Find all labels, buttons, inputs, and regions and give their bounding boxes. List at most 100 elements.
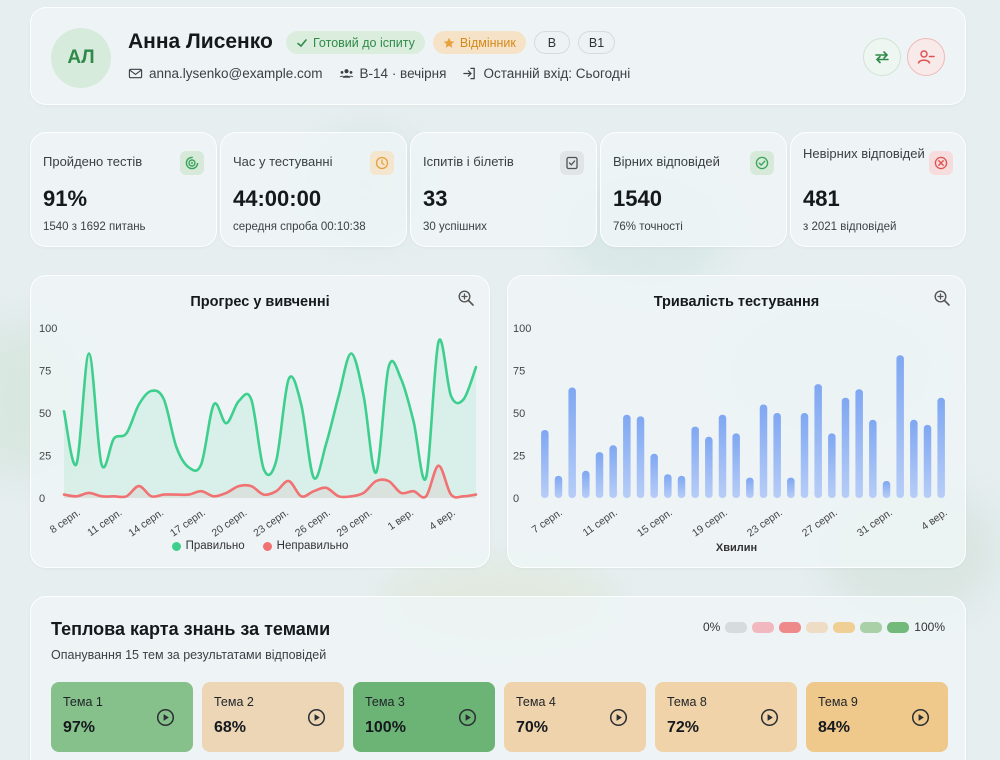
y-tick-label: 75: [513, 366, 525, 378]
duration-bar[interactable]: [937, 397, 945, 498]
play-icon[interactable]: [156, 708, 175, 727]
duration-bar[interactable]: [677, 475, 686, 498]
remove-student-button[interactable]: [907, 38, 945, 76]
progress-chart-card: 0 25 50 75 100 8 серп. 11 серп. 14 серп. 17 серп…: [30, 275, 490, 568]
zoom-icon[interactable]: [457, 289, 475, 307]
play-icon[interactable]: [609, 708, 628, 727]
topic-name: Тема 1: [63, 695, 103, 709]
scale-max-label: 100%: [914, 620, 945, 634]
scale-swatch: [779, 621, 802, 633]
scale-swatch: [725, 621, 748, 633]
play-icon[interactable]: [458, 708, 477, 727]
play-icon[interactable]: [760, 708, 779, 727]
play-icon[interactable]: [911, 708, 930, 727]
y-tick-label: 25: [513, 451, 525, 463]
scale-swatch: [860, 621, 883, 633]
duration-bar[interactable]: [568, 387, 576, 499]
duration-bar[interactable]: [746, 477, 754, 498]
login-icon: [463, 67, 476, 80]
duration-bar[interactable]: [855, 389, 863, 498]
x-tick-label: 27 серп.: [800, 507, 840, 540]
topic-name: Тема 3: [365, 695, 405, 709]
x-tick-label: 7 серп.: [530, 507, 565, 537]
email-info: anna.lysenko@example.com: [128, 66, 323, 81]
duration-bar[interactable]: [664, 474, 672, 498]
duration-bar[interactable]: [623, 414, 631, 498]
duration-bar[interactable]: [923, 424, 932, 498]
legend-label: Неправильно: [276, 540, 349, 552]
topic-tile[interactable]: Тема 3 100%: [353, 682, 495, 752]
topic-tile[interactable]: Тема 2 68%: [202, 682, 344, 752]
duration-bar[interactable]: [896, 355, 904, 498]
check-icon: [297, 38, 307, 47]
x-tick-label: 4 вер.: [427, 507, 457, 533]
transfer-button[interactable]: [863, 38, 901, 76]
clock-icon: [370, 151, 394, 175]
topic-tile[interactable]: Тема 1 97%: [51, 682, 193, 752]
zoom-icon[interactable]: [933, 289, 951, 307]
duration-bar[interactable]: [841, 397, 850, 498]
group-text: В-14 · вечірня: [359, 66, 447, 81]
badge-label: Відмінник: [459, 35, 516, 50]
y-tick-label: 25: [39, 451, 51, 463]
duration-bar[interactable]: [609, 445, 617, 498]
duration-bar[interactable]: [814, 384, 822, 498]
duration-bar[interactable]: [541, 430, 549, 498]
y-tick-label: 50: [39, 408, 51, 420]
series-area: [64, 465, 476, 498]
duration-bar[interactable]: [882, 481, 891, 498]
duration-bar[interactable]: [759, 404, 768, 499]
topic-tile[interactable]: Тема 8 72%: [655, 682, 797, 752]
duration-bar[interactable]: [869, 419, 877, 498]
x-tick-label: 15 серп.: [635, 507, 675, 540]
topic-name: Тема 9: [818, 695, 858, 709]
topic-percent: 100%: [365, 719, 406, 736]
duration-bar[interactable]: [595, 452, 604, 498]
heatmap-subtitle: Опанування 15 тем за результатами відпов…: [51, 648, 327, 662]
duration-bar[interactable]: [691, 426, 699, 498]
checklist-icon: [560, 151, 584, 175]
play-icon[interactable]: [307, 708, 326, 727]
x-tick-label: 11 серп.: [581, 507, 620, 539]
last-login-text: Останній вхід: Сьогодні: [483, 66, 631, 81]
stat-label: Пройдено тестів: [43, 154, 143, 169]
topic-tile[interactable]: Тема 4 70%: [504, 682, 646, 752]
profile-meta: anna.lysenko@example.com В-14 · вечірня …: [128, 66, 630, 81]
stat-value: 44:00:00: [233, 186, 322, 211]
knowledge-heatmap-card: Теплова карта знань за темами Опанування…: [30, 596, 966, 760]
y-tick-label: 50: [513, 408, 525, 420]
series-line-correct: [62, 338, 478, 482]
legend-item-correct[interactable]: Правильно: [171, 540, 245, 552]
duration-bar[interactable]: [718, 414, 727, 498]
duration-bar[interactable]: [554, 475, 563, 498]
duration-bar[interactable]: [732, 433, 740, 498]
stat-subtext: 1540 з 1692 питань: [43, 221, 146, 233]
status-badge-ready: Готовий до іспиту: [286, 31, 425, 54]
series-area: [64, 339, 476, 498]
x-tick-label: 17 серп.: [168, 507, 208, 540]
legend-item-wrong[interactable]: Неправильно: [262, 540, 349, 552]
student-name: Анна Лисенко: [128, 30, 273, 53]
duration-bar[interactable]: [705, 436, 713, 498]
chart-legend: Правильно Неправильно: [31, 540, 489, 552]
stat-card-testing-time: Час у тестуванні 44:00:00 середня спроба…: [220, 132, 407, 247]
stat-label: Невірних відповідей: [803, 146, 925, 161]
duration-bar[interactable]: [787, 477, 795, 498]
topic-name: Тема 4: [516, 695, 556, 709]
stat-card-tests-passed: Пройдено тестів 91% 1540 з 1692 питань: [30, 132, 217, 247]
duration-bar[interactable]: [910, 419, 918, 498]
stat-value: 33: [423, 186, 448, 211]
badge-label: Готовий до іспиту: [313, 35, 415, 50]
duration-bar[interactable]: [800, 413, 809, 498]
users-icon: [339, 69, 353, 78]
topic-tiles: Тема 1 97% Тема 2 68% Тема 3 100% Тема 4 70% Тем…: [51, 682, 948, 752]
duration-bar[interactable]: [773, 413, 781, 498]
duration-bar[interactable]: [636, 416, 645, 498]
x-tick-label: 23 серп.: [251, 507, 291, 540]
duration-bar[interactable]: [828, 433, 836, 498]
duration-bar[interactable]: [582, 470, 590, 498]
x-tick-label: 14 серп.: [126, 507, 166, 540]
scale-swatch: [887, 621, 910, 633]
duration-bar[interactable]: [650, 453, 658, 498]
topic-tile[interactable]: Тема 9 84%: [806, 682, 948, 752]
